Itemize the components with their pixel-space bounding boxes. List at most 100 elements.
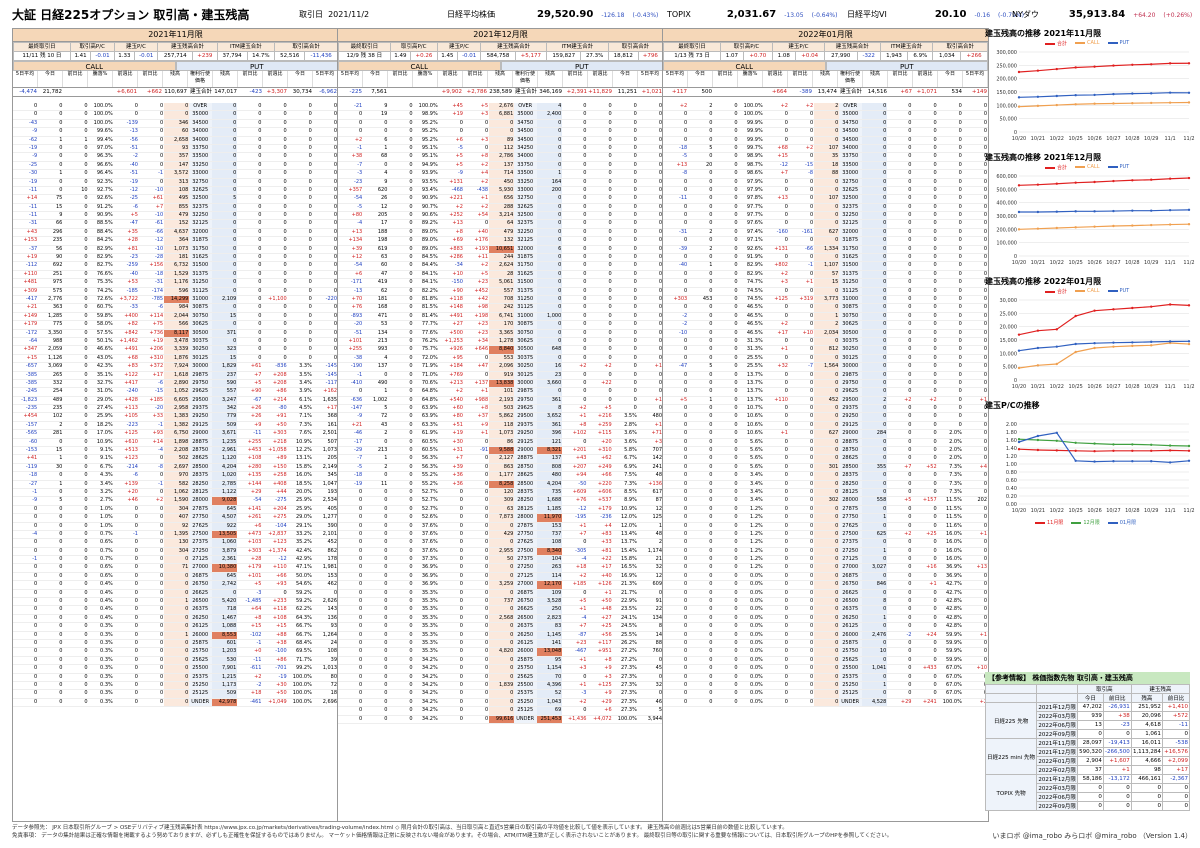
- strike-cell: 0: [34, 547, 38, 554]
- reference-cell: 0: [1130, 792, 1163, 802]
- option-panel-1: 2021年12月限 最終取引日 取引高P/C 建玉P/C 建玉残高合計 ITM建玉合計 取引…: [337, 28, 664, 822]
- strike-cell: 0: [608, 237, 612, 244]
- strike-price: 33250: [189, 161, 213, 170]
- strike-cell: 0: [809, 623, 814, 630]
- strike-cell: 0: [359, 488, 363, 495]
- strike-cell: +249: [597, 463, 612, 470]
- strike-cell: 42.4%: [295, 547, 312, 554]
- strike-cell: 0: [809, 354, 814, 361]
- strike-cell: 0: [608, 178, 612, 185]
- strike-cell: 0: [608, 354, 612, 361]
- strike-cell: +110: [272, 564, 287, 571]
- strike-cell: 0: [308, 136, 312, 143]
- strike-cell: 0: [409, 648, 413, 655]
- total-cell: [713, 88, 738, 96]
- strike-cell: 0: [608, 312, 612, 319]
- strike-cell: 0: [409, 346, 413, 353]
- column-header: 今日: [38, 71, 63, 87]
- strike-cell: +453: [247, 447, 262, 454]
- strike-cell: 63.9%: [421, 413, 438, 420]
- strike-cell: 0: [709, 438, 713, 445]
- strike-cell: 0: [484, 631, 489, 638]
- strike-cell: 0: [283, 178, 287, 185]
- reference-cell: +38: [1102, 711, 1132, 721]
- strike-price: 25750: [189, 648, 213, 656]
- strike-cell: 0: [958, 354, 962, 361]
- strike-cell: 0: [583, 111, 587, 118]
- x-tick-label: 10/26: [1087, 384, 1101, 390]
- strike-cell: 0: [384, 656, 388, 663]
- strike-cell: 0: [784, 614, 788, 621]
- summary-value: +266: [960, 51, 988, 61]
- strike-cell: -37: [29, 245, 38, 252]
- strike-cell: 16.0%: [295, 472, 312, 479]
- strike-cell: +50: [276, 421, 287, 428]
- chart-legend: 合計 CALL PUT: [1045, 288, 1129, 295]
- strike-row: -7 1 0 56.3% +7 0 2,127 28875 137 +43 +62 6.7% 142: [338, 455, 663, 464]
- strike-cell: 3,259: [489, 581, 515, 589]
- strike-cell: -17: [354, 438, 363, 445]
- strike-cell: 1.2%: [750, 564, 763, 571]
- total-cell: 21,782: [42, 89, 62, 95]
- strike-cell: +206: [149, 346, 164, 353]
- strike-cell: 0: [283, 103, 287, 109]
- strike-cell: 108: [537, 539, 563, 547]
- strike-cell: 4,396: [537, 681, 563, 690]
- strike-cell: 371: [212, 329, 238, 337]
- strike-cell: 0: [734, 170, 738, 177]
- strike-cell: 108: [327, 648, 338, 655]
- strike-cell: -1: [158, 480, 164, 487]
- strike-cell: 0: [734, 438, 738, 445]
- strike-cell: 0: [933, 203, 937, 210]
- strike-cell: 36.9%: [421, 564, 438, 571]
- strike-cell: +1: [480, 195, 489, 202]
- strike-cell: -12: [578, 505, 587, 512]
- strike-cell: +3: [480, 136, 489, 143]
- strike-price: 31500: [514, 279, 538, 287]
- strike-cell: 10.7%: [746, 405, 763, 412]
- strike-cell: 0: [283, 279, 287, 286]
- strike-cell: -40: [129, 270, 138, 277]
- strike-cell: 48: [655, 472, 663, 479]
- strike-cell: +513: [124, 447, 138, 454]
- strike-cell: 0: [933, 119, 937, 126]
- strike-cell: 0: [709, 379, 713, 386]
- strike-cell: 1: [384, 144, 388, 151]
- strike-cell: 0: [983, 337, 988, 344]
- column-header: 5日平均: [638, 71, 663, 87]
- strike-cell: +2: [480, 203, 489, 210]
- strike-row: 0 0 0 52.6% 0 0 7,873 28000 11,970 -195 -236 12.0% 1…: [338, 514, 663, 523]
- y-tick-label: 1.40: [1006, 446, 1017, 452]
- strike-cell: 0: [784, 665, 788, 672]
- strike-cell: 108: [164, 186, 190, 195]
- strike-price: 34000: [514, 153, 538, 161]
- strike-cell: 0: [684, 547, 688, 554]
- strike-cell: 0: [84, 681, 88, 688]
- strike-cell: 3,478: [164, 337, 190, 346]
- strike-cell: 0: [933, 212, 937, 219]
- summary-value: +0.26: [410, 51, 438, 61]
- strike-cell: 6: [384, 136, 388, 143]
- strike-cell: 0: [333, 254, 338, 261]
- reference-cell: 251,952: [1130, 702, 1163, 712]
- strike-price: 33000: [839, 170, 863, 178]
- strike-cell: 0: [258, 354, 262, 361]
- total-cell: [88, 88, 113, 96]
- strike-cell: +98: [477, 304, 489, 311]
- strike-cell: 0: [784, 690, 788, 697]
- strike-cell: 10: [862, 648, 888, 656]
- strike-cell: 0: [34, 681, 38, 688]
- strike-cell: 0: [633, 270, 637, 277]
- strike-row: 0 0 0 34.2% 0 0 0 25625 70 0 +3 27.3% 0: [338, 673, 663, 682]
- strike-cell: 35.3%: [421, 598, 438, 605]
- strike-cell: +42: [477, 295, 489, 302]
- strike-cell: 3.4%: [750, 472, 763, 479]
- summary-table: 最終取引日 取引高P/C 建玉P/C 建玉残高合計 ITM建玉合計 取引高合計 1/13 残…: [662, 42, 988, 61]
- strike-cell: 0: [159, 153, 164, 160]
- strike-cell: 0: [59, 111, 63, 118]
- strike-row: 0 0 0 95.2% 0 0 0 34750 0 0 0 0 0: [338, 119, 663, 129]
- x-tick-label: 10/20: [1012, 260, 1026, 266]
- column-header: 前週比: [763, 71, 788, 87]
- strike-row: 0 0 0 0.0% 0 0 0 26000 2,476 -2 +24 59.9% +1: [663, 631, 988, 640]
- strike-cell: 0: [134, 564, 138, 571]
